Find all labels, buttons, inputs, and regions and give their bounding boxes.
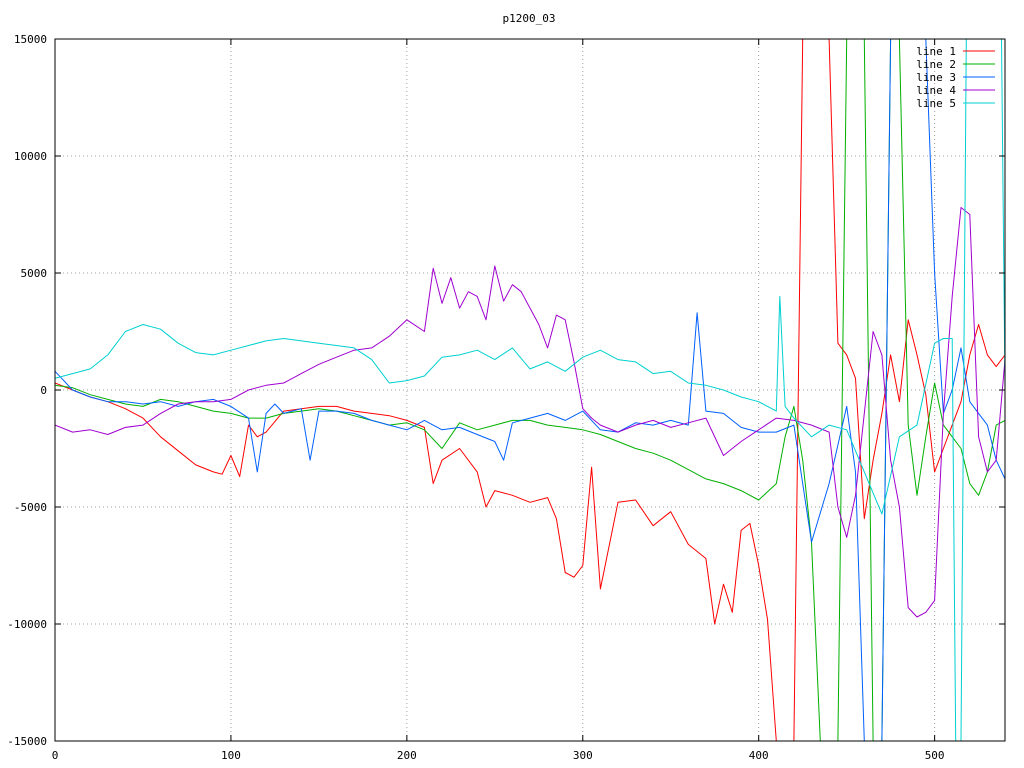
series-line-2 [55,39,1005,741]
legend-label-5: line 5 [916,97,956,110]
legend-label-1: line 1 [916,45,956,58]
x-tick-label: 500 [925,749,945,762]
x-tick-label: 300 [573,749,593,762]
y-tick-label: 0 [40,384,47,397]
y-tick-label: -10000 [7,618,47,631]
x-tick-label: 100 [221,749,241,762]
y-tick-label: 5000 [21,267,48,280]
series-line-3 [55,39,1005,741]
grid-lines [55,39,1005,741]
y-tick-label: 15000 [14,33,47,46]
series-line-5 [55,39,1005,741]
axes [54,38,1006,742]
y-tick-label: -5000 [14,501,47,514]
y-tick-label: 10000 [14,150,47,163]
series-line-4 [55,207,1005,618]
chart-title: p1200_03 [503,12,556,25]
x-tick-label: 0 [52,749,59,762]
series-layer [55,39,1005,741]
legend-label-4: line 4 [916,84,956,97]
x-tick-label: 200 [397,749,417,762]
tick-labels: 0 100 200 300 400 500 -15000 -10000 -5000 0 5000 10… [7,33,944,762]
y-tick-label: -15000 [7,735,47,748]
legend-label-2: line 2 [916,58,956,71]
x-tick-label: 400 [749,749,769,762]
legend-label-3: line 3 [916,71,956,84]
